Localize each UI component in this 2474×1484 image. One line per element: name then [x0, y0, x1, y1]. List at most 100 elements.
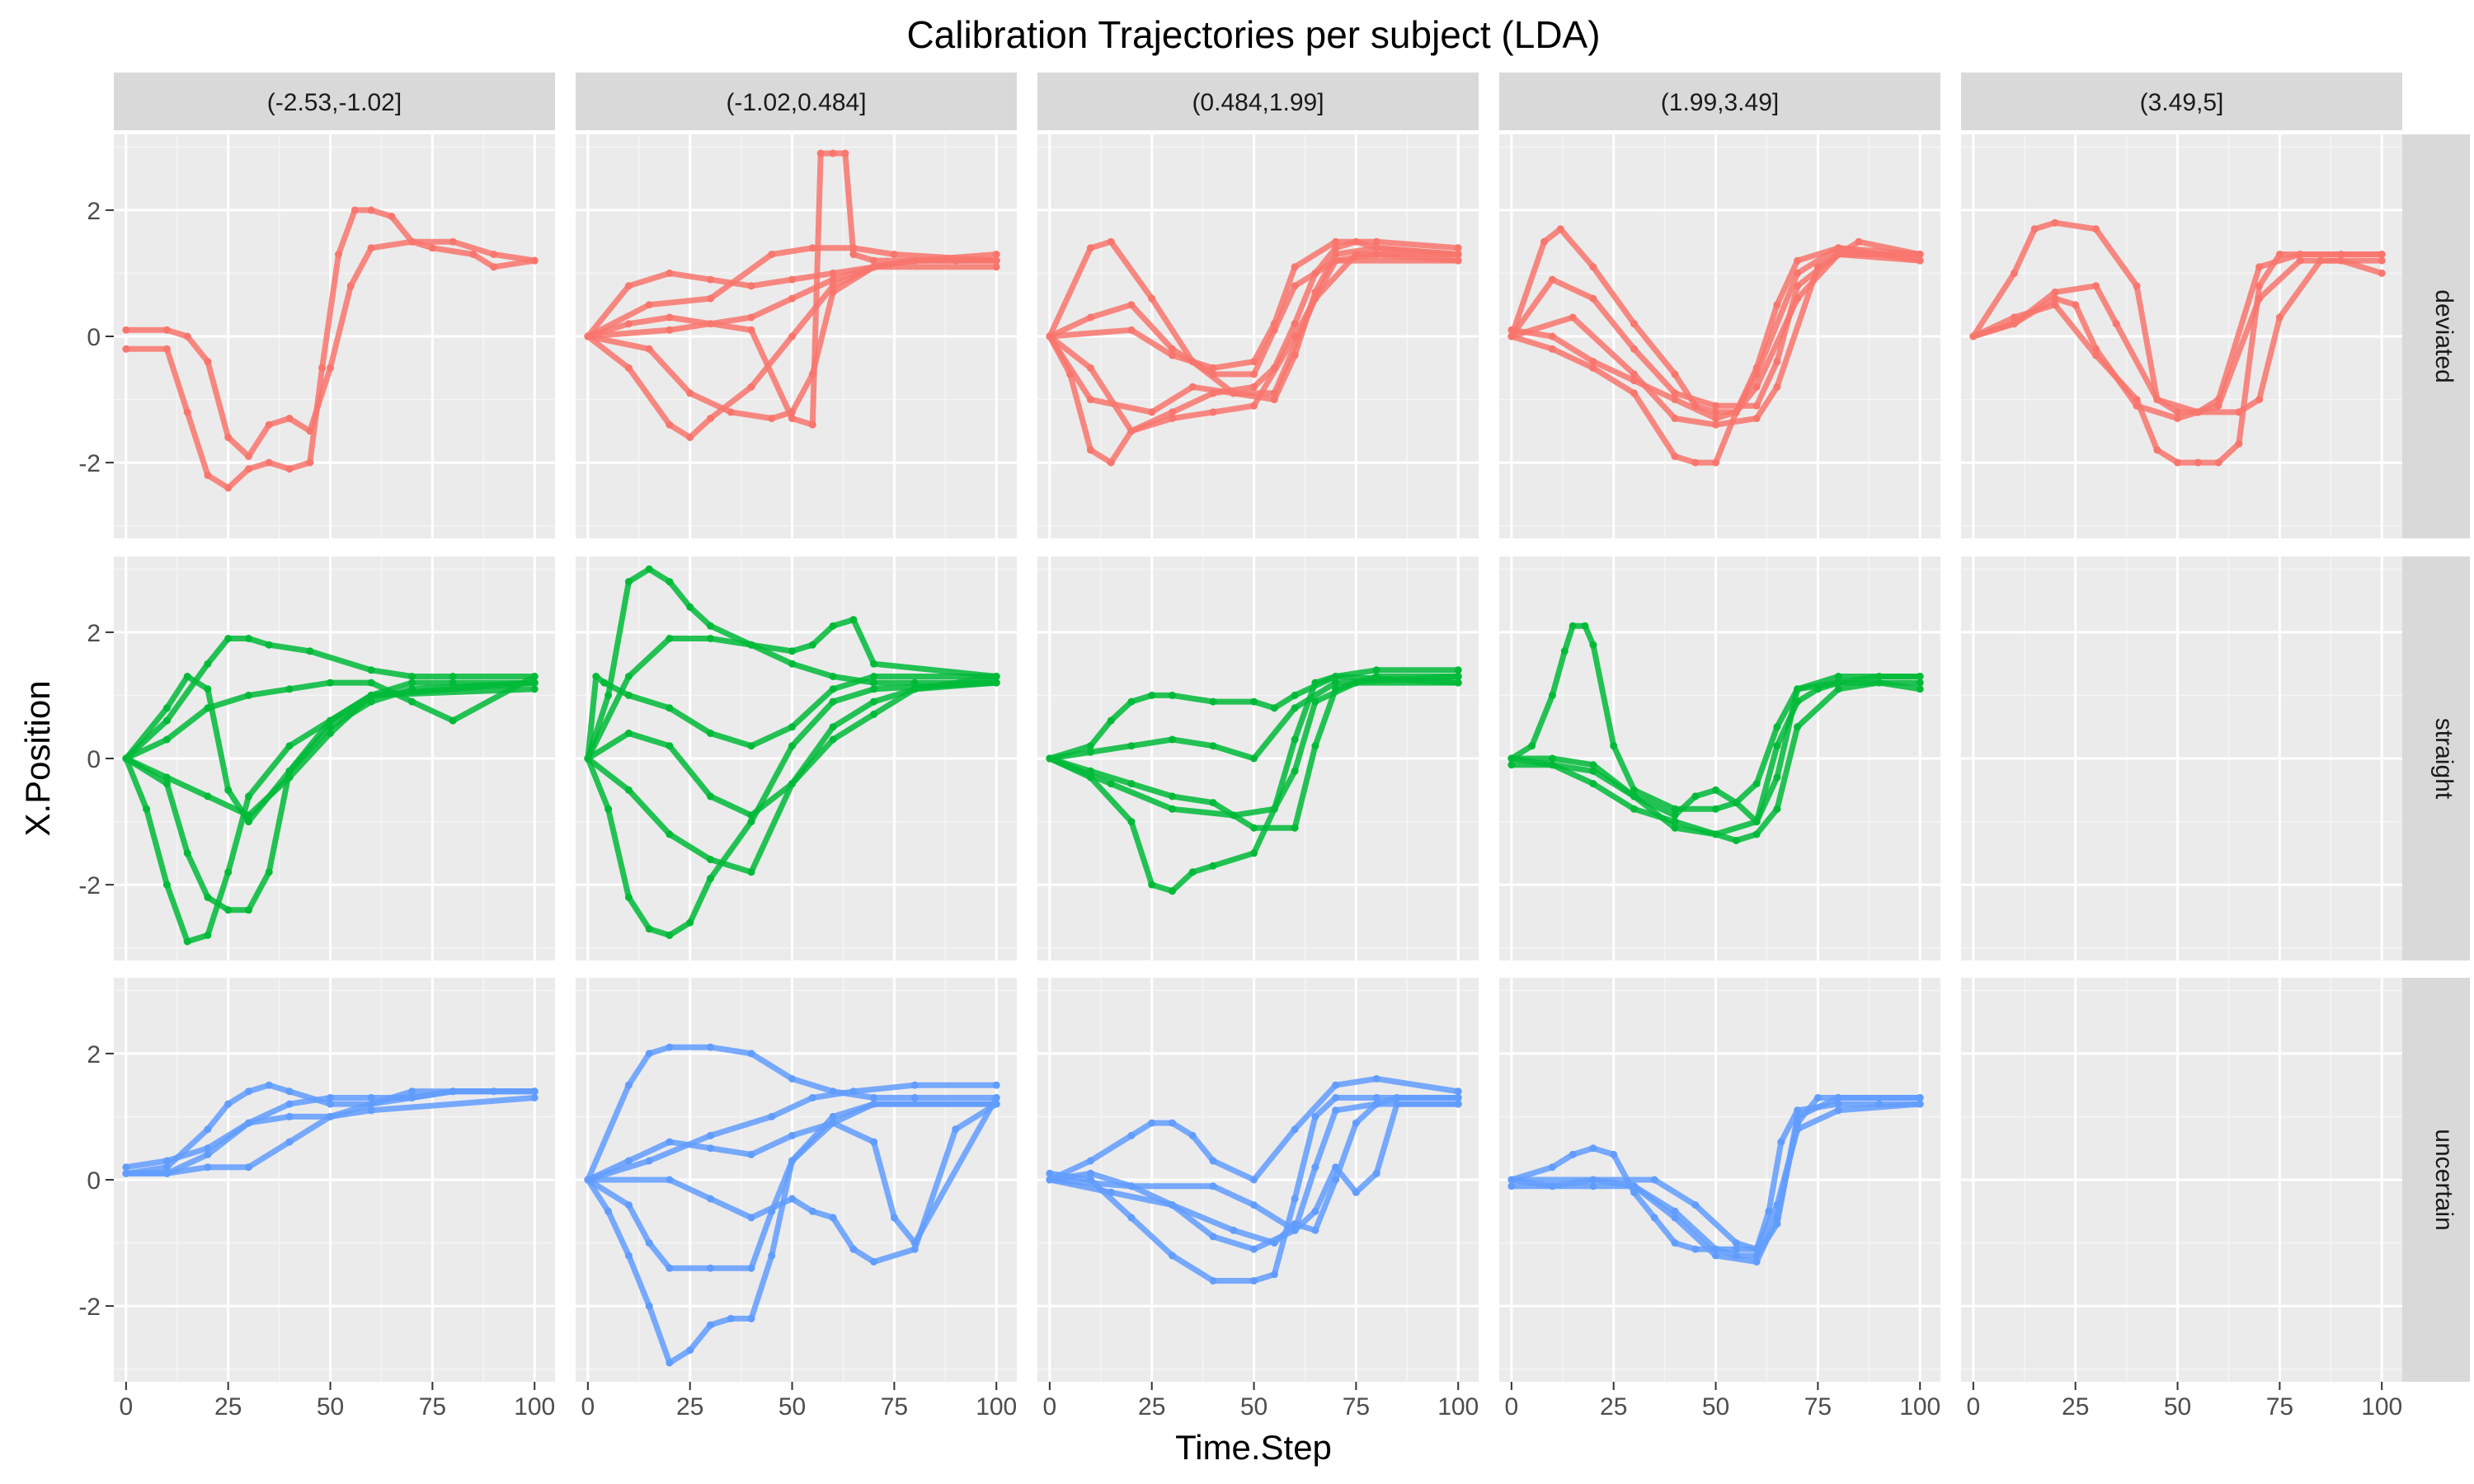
trajectory-point: [1671, 1239, 1679, 1247]
panel-r1-c4: [1961, 556, 2402, 960]
trajectory-line: [585, 679, 999, 876]
trajectory-point: [1107, 458, 1115, 467]
trajectory-point: [1794, 294, 1802, 303]
trajectory-point: [1712, 458, 1719, 467]
trajectory-point: [707, 1043, 714, 1051]
trajectory-point: [1773, 358, 1781, 366]
trajectory-point: [1630, 320, 1638, 328]
trajectory-point: [645, 1050, 653, 1058]
trajectory-point: [747, 742, 755, 750]
trajectory-point: [1291, 263, 1299, 271]
trajectory-point: [2255, 396, 2264, 404]
trajectory-point: [2092, 282, 2100, 290]
trajectory-point: [204, 1125, 212, 1134]
trajectory-point: [1086, 446, 1094, 454]
trajectory-point: [829, 685, 837, 693]
trajectory-point: [285, 1138, 294, 1146]
trajectory-point: [285, 1087, 294, 1096]
trajectory-point: [1773, 383, 1781, 391]
facet-strip-col-4: [1961, 73, 2402, 130]
trajectory-point: [1250, 358, 1258, 366]
trajectory-point: [1540, 237, 1548, 246]
trajectory-line: [1970, 257, 2385, 416]
x-tick-label: 25: [214, 1393, 242, 1421]
facet-strip-col-label-2: (0.484,1.99]: [1192, 89, 1324, 116]
trajectory-point: [367, 1100, 375, 1108]
trajectory-point: [1169, 792, 1176, 801]
trajectory-point: [1311, 1207, 1319, 1215]
trajectory-point: [1773, 773, 1781, 782]
trajectory-point: [624, 729, 633, 737]
trajectory-point: [530, 1087, 539, 1096]
trajectory-point: [1671, 1214, 1679, 1222]
trajectory-point: [1454, 244, 1462, 252]
trajectory-point: [367, 1094, 375, 1101]
trajectory-point: [1507, 761, 1516, 769]
trajectory-point: [829, 673, 837, 680]
trajectory-point: [829, 697, 837, 706]
y-tick-label: 0: [87, 746, 101, 773]
trajectory-point: [666, 313, 674, 322]
trajectory-point: [1086, 244, 1094, 252]
trajectory-point: [285, 1100, 294, 1108]
trajectory-point: [1169, 691, 1176, 699]
trajectory-point: [1332, 1106, 1340, 1115]
trajectory-line: [1047, 257, 1461, 378]
trajectory-point: [1794, 697, 1802, 706]
trajectory-point: [747, 868, 755, 876]
trajectory-point: [1752, 818, 1761, 826]
trajectory-point: [1589, 641, 1597, 649]
trajectory-point: [2378, 269, 2386, 277]
trajectory-point: [224, 635, 233, 642]
panel-r0-c3: [1499, 134, 1940, 538]
trajectory-point: [666, 1138, 674, 1146]
trajectory-point: [808, 1094, 816, 1101]
trajectory-point: [1834, 673, 1842, 680]
trajectory-point: [666, 578, 674, 586]
trajectory-point: [2214, 402, 2222, 410]
trajectory-point: [707, 320, 714, 328]
trajectory-point: [604, 691, 613, 699]
trajectory-point: [624, 1157, 633, 1165]
trajectory-point: [707, 1195, 714, 1203]
trajectory-point: [1589, 358, 1597, 366]
trajectory-point: [285, 767, 294, 775]
trajectory-point: [1712, 830, 1719, 838]
x-tick-label: 75: [419, 1393, 446, 1421]
trajectory-point: [1773, 723, 1781, 731]
trajectory-point: [162, 1169, 171, 1177]
trajectory-line: [1508, 245, 1923, 466]
trajectory-point: [870, 710, 878, 718]
trajectory-point: [204, 1144, 212, 1153]
trajectory-point: [1589, 364, 1597, 372]
trajectory-line: [585, 245, 999, 340]
trajectory-point: [666, 420, 674, 429]
trajectory-point: [870, 673, 878, 680]
trajectory-point: [1372, 666, 1380, 674]
trajectory-point: [1169, 735, 1176, 744]
trajectory-point: [747, 641, 755, 649]
x-tick-label: 75: [2266, 1393, 2293, 1421]
trajectory-point: [829, 622, 837, 630]
x-tick-label: 0: [1043, 1393, 1057, 1421]
trajectory-point: [1581, 622, 1589, 630]
trajectory-point: [768, 251, 776, 258]
trajectory-point: [1528, 742, 1536, 750]
trajectory-point: [1209, 862, 1217, 870]
trajectory-point: [2296, 251, 2304, 258]
x-tick-label: 75: [881, 1393, 908, 1421]
trajectory-point: [408, 237, 416, 246]
trajectory-point: [1794, 685, 1802, 693]
trajectory-point: [1127, 427, 1136, 435]
trajectory-point: [829, 275, 837, 284]
trajectory-point: [204, 1163, 212, 1172]
trajectory-point: [245, 635, 252, 642]
trajectory-point: [1107, 237, 1115, 246]
trajectory-point: [1794, 256, 1802, 265]
trajectory-point: [306, 427, 314, 435]
trajectory-point: [1127, 818, 1136, 826]
trajectory-point: [2194, 408, 2202, 416]
trajectory-point: [408, 679, 416, 687]
panel-series-r1-c2: [1046, 666, 1462, 895]
facet-panels: (-2.53,-1.02] (-1.02,0.484] (0.484,1.99] (1…: [78, 73, 2470, 1421]
